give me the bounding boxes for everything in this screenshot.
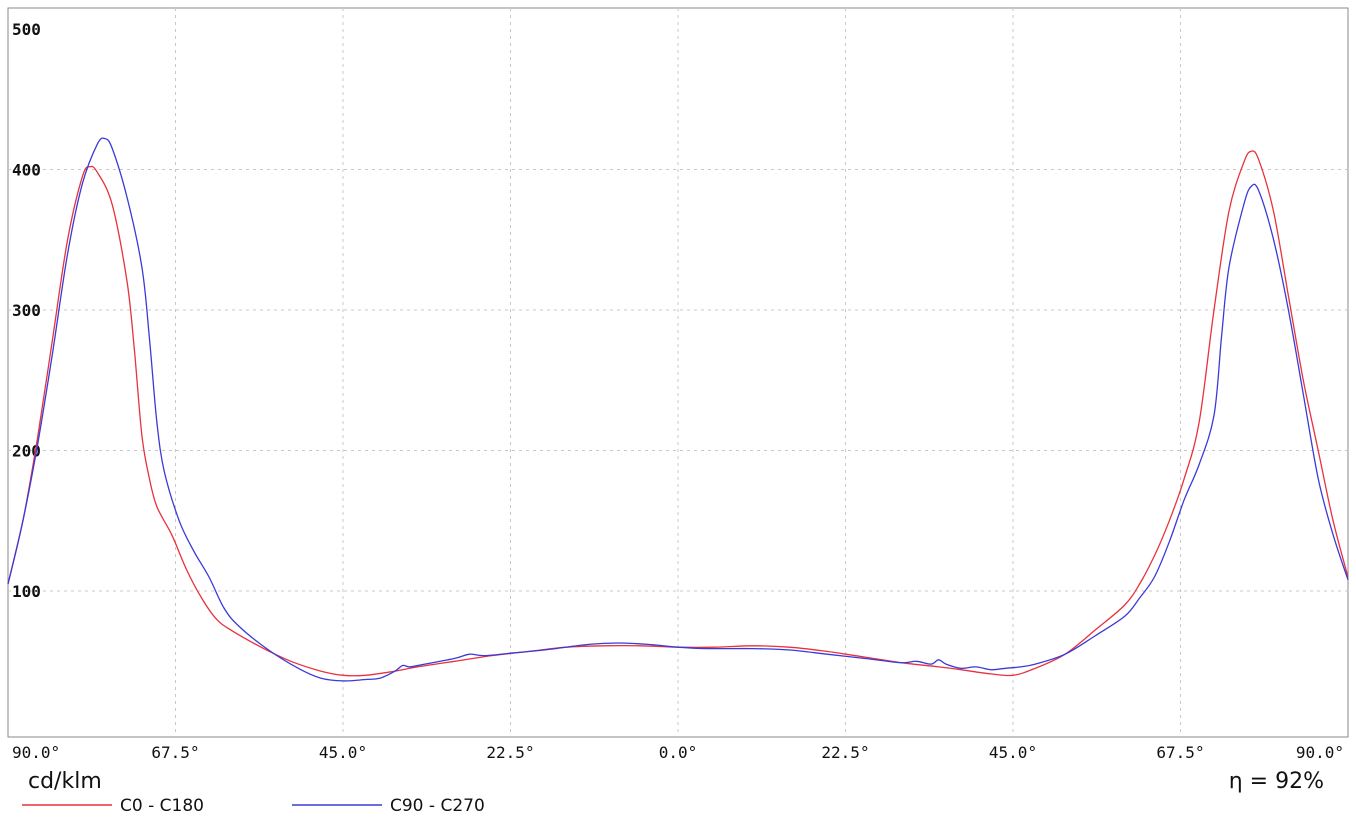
- y-tick-label: 100: [12, 582, 41, 601]
- y-tick-label: 200: [12, 442, 41, 461]
- legend: C0 - C180 C90 - C270: [22, 796, 485, 816]
- y-tick-label: 500: [12, 20, 41, 39]
- series-line-c90-c270: [7, 137, 1349, 682]
- x-tick-label: 22.5°: [821, 743, 869, 762]
- y-unit-label: cd/klm: [28, 769, 102, 794]
- y-tick-label: 300: [12, 301, 41, 320]
- series-line-c0-c180: [7, 150, 1349, 677]
- legend-label-c0-c180: C0 - C180: [120, 796, 204, 816]
- efficiency-label: η = 92%: [1229, 769, 1324, 794]
- x-tick-label: 22.5°: [486, 743, 534, 762]
- series-lines: [7, 137, 1349, 682]
- grid: [8, 8, 1348, 737]
- x-tick-label: 67.5°: [151, 743, 199, 762]
- x-tick-label: 0.0°: [659, 743, 698, 762]
- x-axis-ticks: 90.0° 67.5° 45.0° 22.5° 0.0° 22.5° 45.0° 67.5° 9…: [12, 743, 1344, 762]
- x-tick-label: 90.0°: [12, 743, 60, 762]
- x-tick-label: 45.0°: [989, 743, 1037, 762]
- x-tick-label: 90.0°: [1296, 743, 1344, 762]
- y-tick-label: 400: [12, 161, 41, 180]
- y-axis-ticks: 100 200 300 400 500: [12, 20, 41, 601]
- legend-label-c90-c270: C90 - C270: [390, 796, 485, 816]
- x-tick-label: 45.0°: [319, 743, 367, 762]
- x-tick-label: 67.5°: [1156, 743, 1204, 762]
